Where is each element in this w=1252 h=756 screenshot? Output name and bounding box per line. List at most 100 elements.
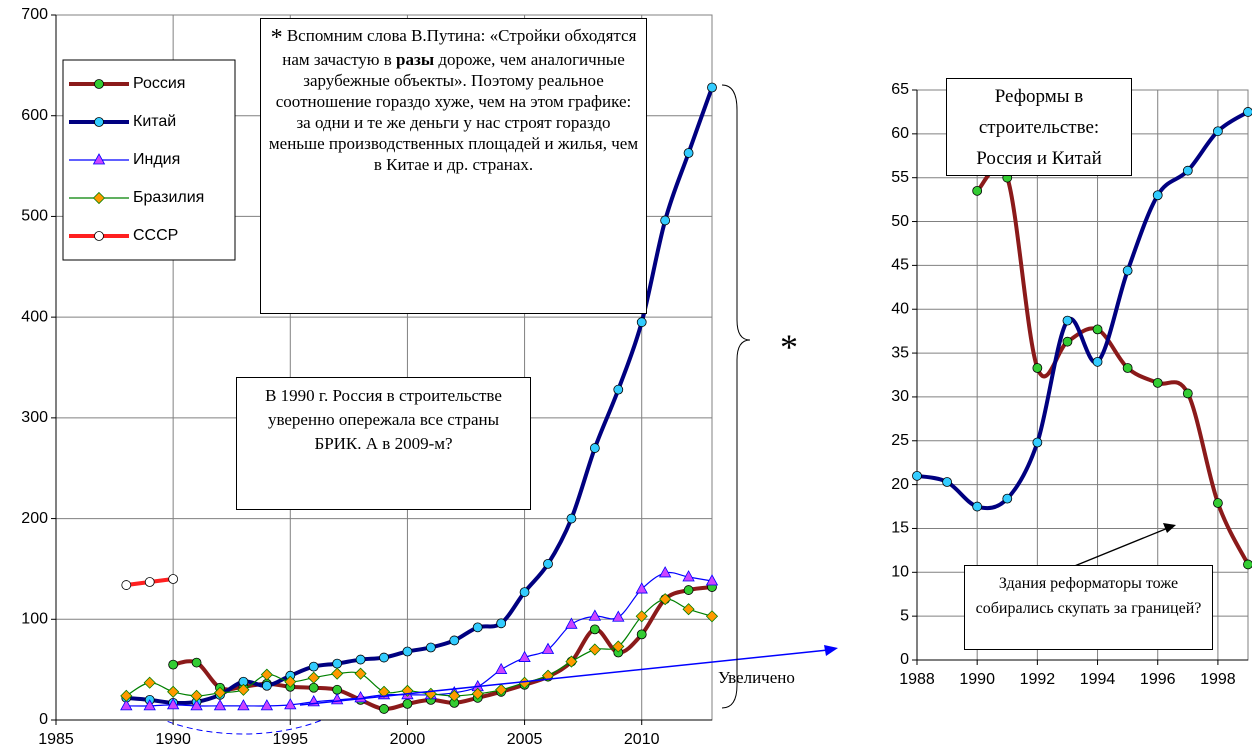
marker: [332, 684, 343, 695]
marker: [355, 654, 366, 665]
series-line: [975, 165, 1250, 566]
marker: [635, 610, 648, 623]
marker: [518, 650, 531, 662]
marker: [354, 667, 367, 680]
marker: [565, 655, 578, 668]
marker: [1213, 126, 1223, 137]
marker: [332, 658, 343, 669]
quote-box: * Вспомним слова В.Путина: «Стройки обхо…: [260, 18, 647, 314]
quote-text: Вспомним слова В.Путина: «Стройки обходя…: [282, 26, 637, 69]
marker: [120, 689, 133, 702]
legend-label: Россия: [133, 75, 185, 92]
marker: [1062, 336, 1073, 347]
marker: [659, 593, 672, 606]
marker: [190, 699, 203, 711]
legend-label: Китай: [133, 113, 176, 130]
marker: [496, 618, 507, 629]
x-tick-label: 1990: [959, 671, 995, 688]
marker: [237, 699, 250, 711]
marker: [1092, 324, 1103, 335]
y-tick-label: 40: [891, 300, 909, 317]
x-tick-label: 1995: [272, 731, 308, 748]
x-tick-label: 1996: [1140, 671, 1176, 688]
y-tick-label: 200: [21, 510, 48, 527]
legend-marker: [94, 117, 104, 127]
marker: [942, 477, 952, 487]
y-tick-label: 0: [900, 651, 909, 668]
marker: [683, 148, 694, 158]
legend-marker: [92, 153, 106, 165]
marker: [541, 642, 555, 654]
marker: [707, 82, 717, 93]
marker: [1062, 315, 1073, 326]
y-tick-label: 20: [891, 476, 909, 493]
y-tick-label: 60: [891, 125, 909, 142]
marker: [1243, 559, 1252, 570]
marker: [168, 659, 179, 670]
quote-bold: разы: [396, 50, 435, 69]
y-tick-label: 500: [21, 208, 48, 225]
y-tick-label: 15: [891, 520, 909, 537]
x-tick-label: 2000: [390, 731, 426, 748]
marker: [705, 574, 719, 586]
marker: [658, 566, 672, 578]
y-tick-label: 65: [891, 81, 909, 98]
marker: [308, 682, 319, 693]
x-tick-label: 1994: [1080, 671, 1116, 688]
marker: [144, 577, 155, 587]
marker: [237, 683, 250, 696]
legend: Россия Китай Индия Бразилия СССР: [62, 59, 236, 261]
marker: [190, 689, 203, 702]
note-arrowhead: [1163, 523, 1176, 533]
x-tick-label: 1985: [38, 731, 74, 748]
right-note-box: Здания реформаторы тоже собирались скупа…: [964, 565, 1213, 650]
marker: [331, 667, 344, 680]
x-tick-label: 1992: [1020, 671, 1056, 688]
marker: [1122, 363, 1133, 373]
marker: [1213, 498, 1223, 508]
marker: [449, 635, 460, 646]
x-tick-label: 1998: [1200, 671, 1236, 688]
zoom-label: Увеличено: [718, 668, 795, 687]
y-tick-label: 5: [900, 607, 909, 624]
marker: [635, 582, 648, 594]
marker: [612, 610, 625, 622]
marker: [495, 683, 508, 696]
marker: [308, 661, 319, 672]
marker: [972, 501, 983, 512]
marker: [543, 558, 553, 569]
marker: [565, 617, 578, 629]
marker: [260, 699, 274, 711]
y-tick-label: 300: [21, 409, 48, 426]
marker: [213, 686, 227, 699]
marker: [1032, 437, 1043, 448]
y-tick-label: 45: [891, 257, 909, 274]
marker: [1182, 165, 1193, 176]
marker: [167, 685, 180, 698]
y-tick-label: 50: [891, 213, 909, 230]
marker: [588, 609, 602, 621]
x-tick-label: 1988: [899, 671, 935, 688]
marker: [284, 698, 297, 710]
legend-label: Индия: [133, 151, 180, 168]
y-tick-label: 600: [21, 107, 48, 124]
legend-marker: [92, 191, 106, 205]
marker: [1152, 190, 1163, 201]
marker: [1032, 363, 1043, 373]
marker: [613, 384, 624, 395]
x-tick-label: 1990: [155, 731, 191, 748]
zoom-arrowhead: [824, 645, 838, 656]
marker: [261, 680, 272, 691]
legend-label: СССР: [133, 227, 178, 244]
y-tick-label: 25: [891, 432, 909, 449]
marker: [143, 676, 156, 689]
marker: [1182, 388, 1193, 399]
legend-label: Бразилия: [133, 189, 204, 206]
marker: [682, 570, 695, 582]
marker: [972, 185, 983, 196]
quote-text: дороже, чем аналогичные зарубежные объек…: [268, 50, 639, 174]
marker: [166, 698, 180, 710]
marker: [379, 704, 389, 714]
quote-star: *: [270, 25, 283, 51]
marker: [402, 646, 413, 657]
